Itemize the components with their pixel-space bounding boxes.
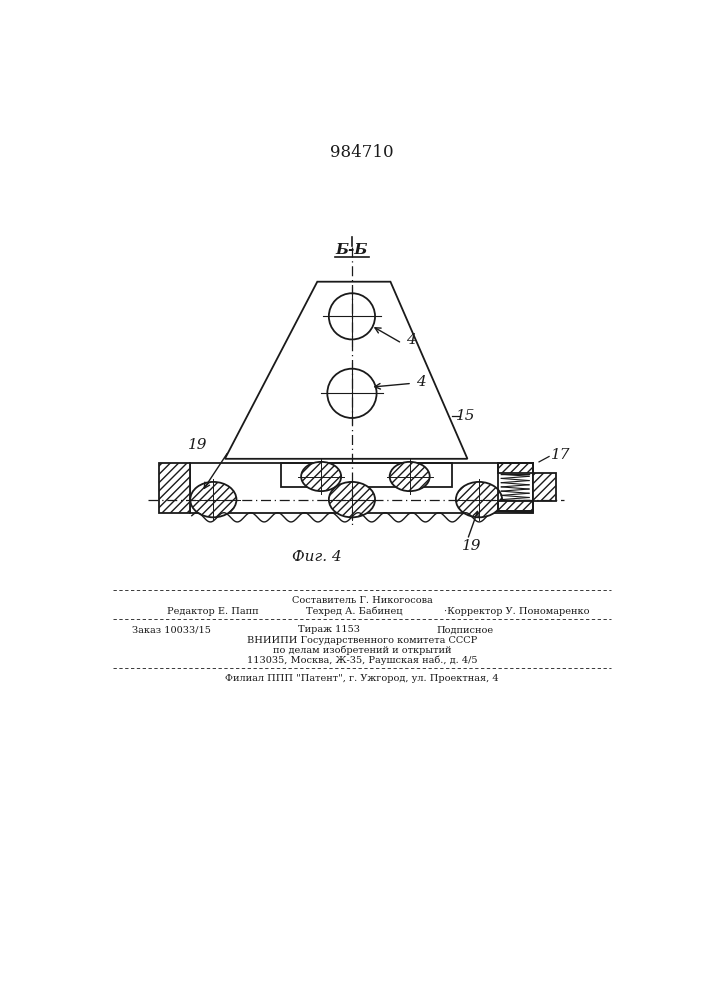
Text: Подписное: Подписное <box>437 625 493 634</box>
Text: Б-Б: Б-Б <box>336 243 368 257</box>
Text: 17: 17 <box>551 448 570 462</box>
Text: 4: 4 <box>406 333 416 347</box>
Bar <box>498 463 533 511</box>
Text: Филиал ППП "Патент", г. Ужгород, ул. Проектная, 4: Филиал ППП "Патент", г. Ужгород, ул. Про… <box>225 674 498 683</box>
Bar <box>160 463 190 513</box>
Text: 4: 4 <box>416 375 426 389</box>
Bar <box>498 501 533 511</box>
Bar <box>498 463 533 473</box>
Text: ·Корректор У. Пономаренко: ·Корректор У. Пономаренко <box>444 607 590 616</box>
Ellipse shape <box>329 482 375 517</box>
Text: Фиг. 4: Фиг. 4 <box>293 550 342 564</box>
Text: Заказ 10033/15: Заказ 10033/15 <box>132 625 211 634</box>
Ellipse shape <box>190 482 236 517</box>
Text: Составитель Г. Никогосова: Составитель Г. Никогосова <box>291 596 432 605</box>
Text: ВНИИПИ Государственного комитета СССР: ВНИИПИ Государственного комитета СССР <box>247 636 477 645</box>
Text: 19: 19 <box>188 438 208 452</box>
Text: Техред А. Бабинец: Техред А. Бабинец <box>305 607 402 616</box>
Text: Редактор Е. Папп: Редактор Е. Папп <box>167 607 259 616</box>
Bar <box>533 473 556 501</box>
Text: 113035, Москва, Ж-35, Раушская наб., д. 4/5: 113035, Москва, Ж-35, Раушская наб., д. … <box>247 656 477 665</box>
Ellipse shape <box>301 462 341 491</box>
Text: 984710: 984710 <box>330 144 394 161</box>
Ellipse shape <box>456 482 502 517</box>
Text: по делам изобретений и открытий: по делам изобретений и открытий <box>273 646 451 655</box>
Bar <box>281 463 452 487</box>
Text: Тираж 1153: Тираж 1153 <box>298 625 360 634</box>
Text: 15: 15 <box>456 409 475 423</box>
Text: 19: 19 <box>462 539 481 553</box>
Bar <box>190 463 533 513</box>
Ellipse shape <box>390 462 430 491</box>
